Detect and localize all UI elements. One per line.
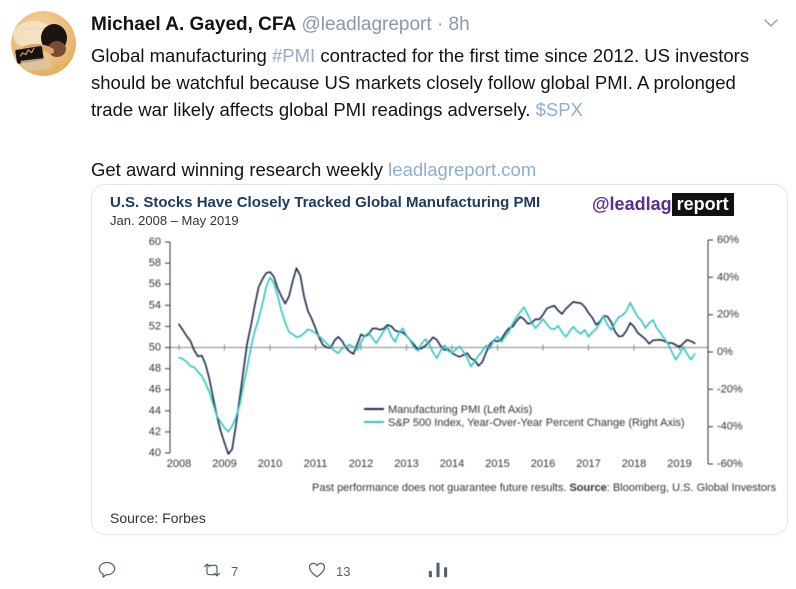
svg-text:2011: 2011 bbox=[304, 458, 328, 470]
svg-text:60%: 60% bbox=[717, 234, 739, 246]
svg-text:2014: 2014 bbox=[440, 458, 464, 470]
svg-text:2018: 2018 bbox=[622, 458, 646, 470]
svg-text:0%: 0% bbox=[717, 346, 733, 358]
svg-text:20%: 20% bbox=[717, 309, 739, 321]
svg-text:2012: 2012 bbox=[349, 458, 373, 470]
svg-text:2015: 2015 bbox=[485, 458, 509, 470]
svg-text:56: 56 bbox=[149, 278, 161, 290]
svg-text:54: 54 bbox=[149, 299, 161, 311]
svg-text:Manufacturing PMI (Left Axis): Manufacturing PMI (Left Axis) bbox=[388, 404, 532, 416]
svg-text:2010: 2010 bbox=[258, 458, 282, 470]
svg-text:40: 40 bbox=[149, 447, 161, 459]
svg-text:58: 58 bbox=[149, 257, 161, 269]
svg-text:2009: 2009 bbox=[212, 458, 236, 470]
svg-text:40%: 40% bbox=[717, 271, 739, 283]
svg-text:S&P 500 Index, Year-Over-Year: S&P 500 Index, Year-Over-Year Percent Ch… bbox=[388, 417, 685, 429]
svg-text:2016: 2016 bbox=[531, 458, 555, 470]
svg-text:-20%: -20% bbox=[717, 383, 743, 395]
svg-text:48: 48 bbox=[149, 363, 161, 375]
svg-text:44: 44 bbox=[149, 405, 161, 417]
svg-text:50: 50 bbox=[149, 342, 161, 354]
svg-text:-60%: -60% bbox=[717, 458, 743, 470]
svg-text:46: 46 bbox=[149, 384, 161, 396]
svg-text:2017: 2017 bbox=[576, 458, 600, 470]
svg-text:2013: 2013 bbox=[394, 458, 418, 470]
svg-text:-40%: -40% bbox=[717, 421, 743, 433]
svg-text:2008: 2008 bbox=[167, 458, 191, 470]
svg-text:52: 52 bbox=[149, 320, 161, 332]
svg-text:60: 60 bbox=[149, 236, 161, 248]
svg-text:42: 42 bbox=[149, 426, 161, 438]
svg-text:2019: 2019 bbox=[667, 458, 691, 470]
svg-text:Past performance does not guar: Past performance does not guarantee futu… bbox=[312, 482, 777, 494]
